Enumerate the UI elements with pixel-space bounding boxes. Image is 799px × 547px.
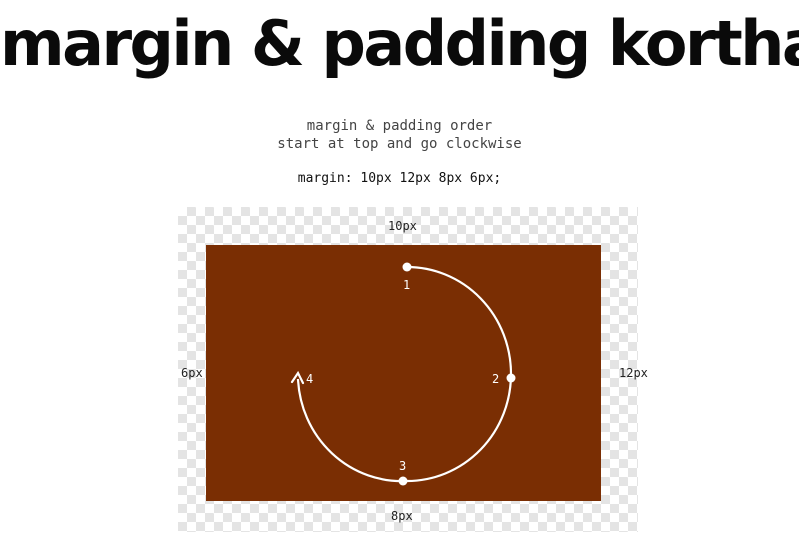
element-box xyxy=(206,245,601,501)
subtitle-line-2: start at top and go clockwise xyxy=(277,136,522,152)
subtitle-line-1: margin & padding order xyxy=(306,118,493,134)
margin-right-label: 12px xyxy=(619,366,648,380)
margin-left-label: 6px xyxy=(181,366,203,380)
page-title: margin & padding korthand xyxy=(0,7,799,80)
margin-top-label: 10px xyxy=(388,219,417,233)
code-example: margin: 10px 12px 8px 6px; xyxy=(297,171,502,186)
margin-bottom-label: 8px xyxy=(391,509,413,523)
